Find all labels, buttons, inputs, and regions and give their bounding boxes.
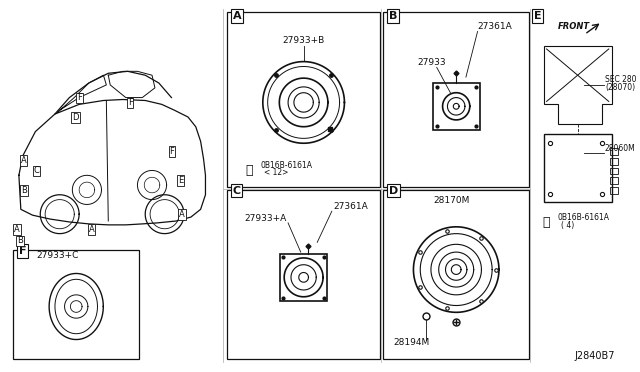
Text: B: B [389, 11, 397, 21]
Text: 0B16B-6161A: 0B16B-6161A [557, 213, 609, 222]
Text: 28170M: 28170M [434, 196, 470, 205]
Text: F: F [128, 98, 132, 108]
Text: < 12>: < 12> [264, 168, 288, 177]
Text: A: A [233, 11, 241, 21]
Bar [383, 190, 529, 359]
Text: 27933+C: 27933+C [36, 251, 79, 260]
Bar [383, 12, 529, 187]
Text: A: A [21, 155, 27, 165]
Text: F: F [19, 246, 26, 256]
Text: A: A [89, 225, 95, 234]
Text: E: E [534, 11, 541, 21]
Text: ( 4): ( 4) [561, 221, 574, 230]
Text: C: C [33, 166, 39, 175]
Text: SEC 280: SEC 280 [605, 75, 636, 84]
Text: D: D [389, 186, 398, 196]
Text: J2840B7: J2840B7 [575, 351, 615, 361]
Text: 27361A: 27361A [477, 22, 513, 31]
Text: F: F [170, 147, 174, 156]
Bar [610, 148, 618, 155]
Text: A: A [14, 225, 20, 234]
Text: 27933: 27933 [417, 58, 446, 67]
Bar [610, 187, 618, 194]
Text: 27361A: 27361A [333, 202, 369, 211]
Bar [610, 158, 618, 165]
Bar [13, 250, 140, 359]
Text: D: D [72, 113, 79, 122]
Text: Ⓢ: Ⓢ [246, 164, 253, 177]
Text: C: C [233, 186, 241, 196]
Text: B: B [21, 186, 27, 195]
Bar [227, 190, 380, 359]
Text: 28194M: 28194M [393, 339, 429, 347]
Text: 28060M: 28060M [605, 144, 636, 153]
Text: B: B [17, 236, 23, 246]
Text: E: E [179, 176, 184, 185]
Text: 0B16B-6161A: 0B16B-6161A [261, 161, 313, 170]
Text: (28070): (28070) [605, 83, 635, 92]
Text: Ⓢ: Ⓢ [543, 217, 550, 230]
Bar [610, 167, 618, 174]
Bar [227, 12, 380, 187]
Text: 27933+B: 27933+B [282, 36, 324, 45]
Text: 27933+A: 27933+A [244, 214, 287, 223]
Text: F: F [77, 93, 82, 102]
Text: FRONT: FRONT [558, 22, 590, 31]
Bar [610, 177, 618, 184]
Text: A: A [179, 210, 185, 219]
